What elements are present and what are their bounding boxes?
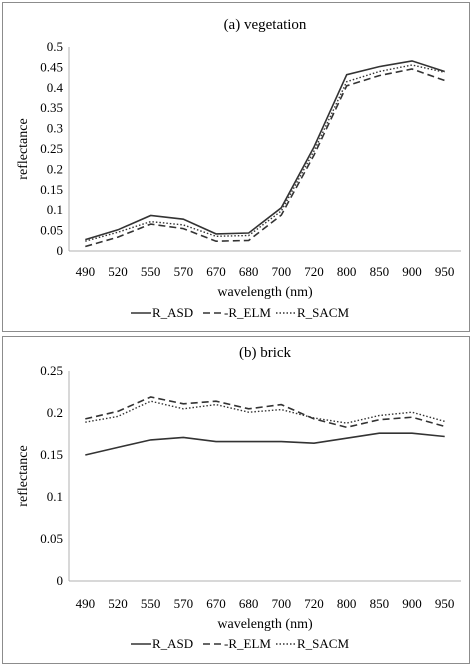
- vegetation-chart: (a) vegetation 0 0.05 0.1 0.15 0.2 0.25 0.3 0.35…: [16, 17, 461, 320]
- y-tick-label: 0.45: [40, 59, 63, 74]
- legend-label: R_SACM: [297, 636, 349, 651]
- x-tick-label: 950: [435, 264, 455, 279]
- y-tick-label: 0.25: [40, 363, 63, 378]
- x-tick-label: 670: [206, 264, 226, 279]
- series-line-relm: [85, 68, 445, 248]
- series-line-rsacm: [85, 400, 445, 424]
- legend-label: R_SACM: [297, 305, 349, 320]
- x-tick-label: 950: [435, 596, 455, 611]
- x-tick-label: 720: [304, 596, 324, 611]
- y-tick-label: 0.25: [40, 141, 63, 156]
- legend-label: -R_ELM: [224, 305, 271, 320]
- x-tick-label: 550: [141, 264, 161, 279]
- x-axis-label: wavelength (nm): [217, 617, 313, 632]
- x-tick-label: 850: [370, 596, 390, 611]
- x-tick-label: 680: [239, 264, 259, 279]
- series-line-rasd: [85, 432, 445, 456]
- x-tick-label: 570: [174, 596, 194, 611]
- x-tick-label: 850: [370, 264, 390, 279]
- y-tick-label: 0.1: [47, 489, 63, 504]
- brick-chart: (b) brick 0 0.05 0.1 0.15 0.2 0.25 490 520 550 570…: [16, 345, 461, 651]
- chart-panel-brick: (b) brick 0 0.05 0.1 0.15 0.2 0.25 490 520 550 570…: [2, 336, 470, 664]
- y-axis-label: reflectance: [16, 445, 31, 506]
- y-tick-label: 0.3: [47, 121, 63, 136]
- x-tick-label: 490: [76, 596, 96, 611]
- x-tick-label: 800: [337, 264, 357, 279]
- y-tick-label: 0.2: [47, 161, 63, 176]
- x-tick-label: 900: [402, 596, 422, 611]
- x-tick-label: 700: [272, 264, 292, 279]
- legend-label: R_ASD: [152, 305, 193, 320]
- chart-title: (a) vegetation: [224, 17, 307, 33]
- series-line-rsacm: [85, 64, 445, 242]
- x-tick-label: 700: [272, 596, 292, 611]
- x-tick-label: 490: [76, 264, 96, 279]
- legend-label: -R_ELM: [224, 636, 271, 651]
- y-tick-label: 0.5: [47, 39, 63, 54]
- x-tick-label: 720: [304, 264, 324, 279]
- x-tick-label: 550: [141, 596, 161, 611]
- x-axis-label: wavelength (nm): [217, 285, 313, 300]
- y-tick-label: 0.05: [40, 531, 63, 546]
- x-tick-label: 520: [108, 264, 128, 279]
- x-tick-label: 570: [174, 264, 194, 279]
- y-tick-label: 0.2: [47, 405, 63, 420]
- y-tick-label: 0.35: [40, 100, 63, 115]
- y-tick-label: 0: [57, 573, 64, 588]
- y-tick-label: 0.15: [40, 447, 63, 462]
- y-tick-label: 0.4: [47, 80, 64, 95]
- chart-title: (b) brick: [239, 345, 292, 361]
- y-axis-label: reflectance: [16, 118, 31, 179]
- y-tick-label: 0.05: [40, 223, 63, 238]
- series-line-rasd: [85, 60, 445, 241]
- x-tick-label: 800: [337, 596, 357, 611]
- legend-label: R_ASD: [152, 636, 193, 651]
- x-tick-label: 670: [206, 596, 226, 611]
- y-tick-label: 0.1: [47, 202, 63, 217]
- x-tick-label: 520: [108, 596, 128, 611]
- x-tick-label: 680: [239, 596, 259, 611]
- chart-panel-vegetation: (a) vegetation 0 0.05 0.1 0.15 0.2 0.25 0.3 0.35…: [2, 2, 470, 332]
- y-tick-label: 0.15: [40, 182, 63, 197]
- series-line-relm: [85, 396, 445, 429]
- x-tick-label: 900: [402, 264, 422, 279]
- y-tick-label: 0: [57, 243, 64, 258]
